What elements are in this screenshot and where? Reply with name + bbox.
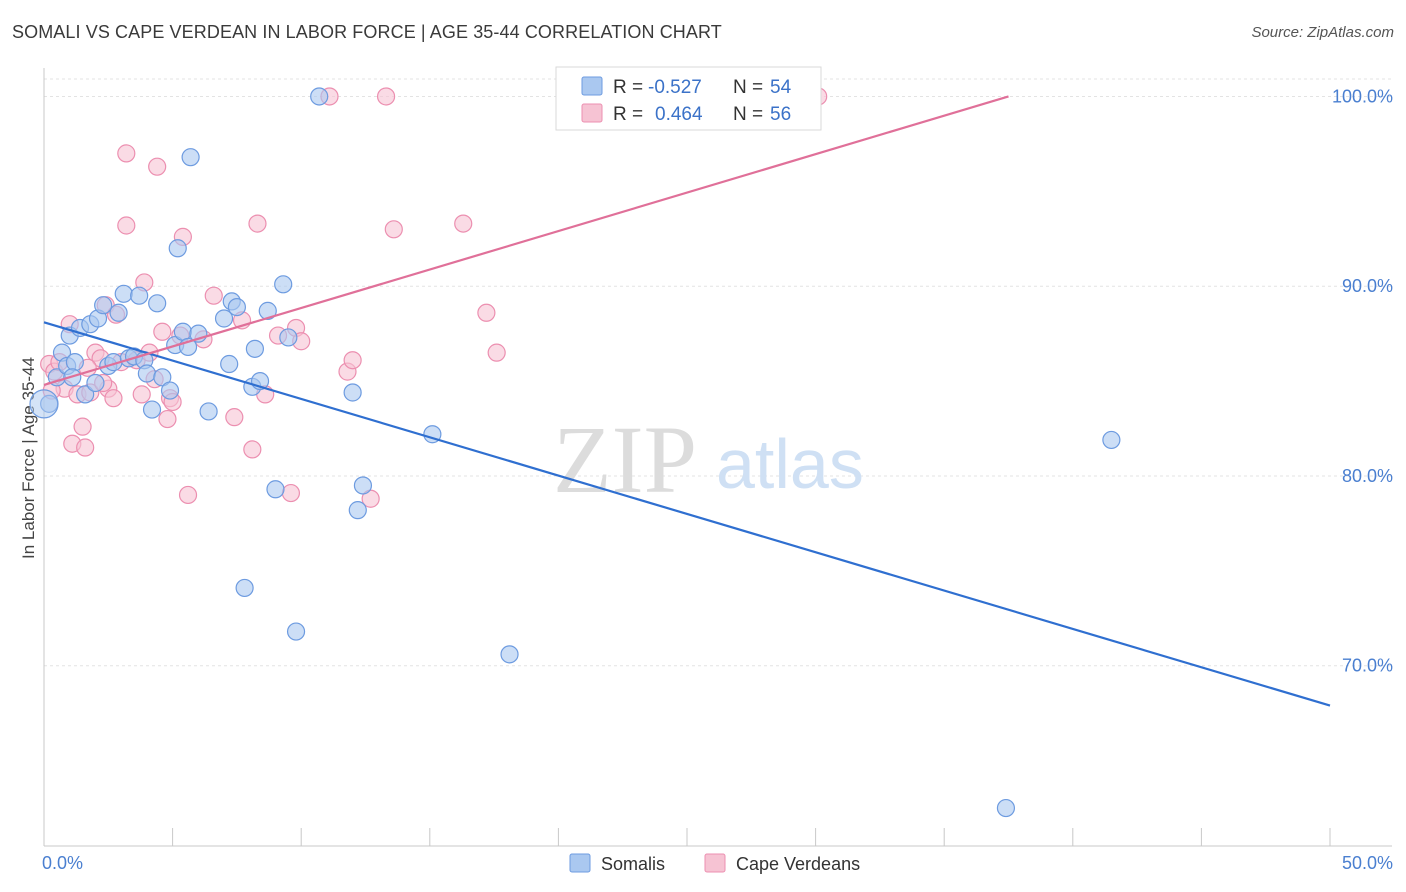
somalis-point [160, 381, 180, 400]
cape-verdeans-n-value: 56 [770, 104, 791, 125]
somalis-point [214, 309, 234, 328]
cape-verdeans-point [104, 389, 123, 408]
somalis-point [996, 798, 1016, 818]
y-tick-labels: 100.0% 90.0% 80.0% 70.0% [1332, 86, 1393, 675]
chart-title: SOMALI VS CAPE VERDEAN IN LABOR FORCE | … [12, 22, 722, 42]
somalis-point [199, 402, 218, 421]
cape-verdeans-point [178, 485, 198, 505]
cape-verdeans-point [73, 417, 92, 436]
somalis-point [274, 275, 293, 294]
cape-verdeans-point [281, 483, 301, 503]
y-tick-label: 90.0% [1342, 276, 1393, 296]
cape-verdeans-point [477, 303, 496, 322]
source-credit: Source: ZipAtlas.com [1251, 24, 1394, 41]
somalis-point [130, 286, 149, 305]
stats-legend: R = -0.527 N = 54 R = 0.464 N = 56 [555, 66, 822, 131]
y-tick-label: 100.0% [1332, 86, 1393, 106]
y-axis-label: In Labor Force | Age 35-44 [19, 357, 38, 559]
somalis-series-swatch [569, 853, 591, 873]
x-tick-label: 50.0% [1342, 853, 1393, 873]
cape-verdeans-point [225, 408, 244, 427]
axes [43, 68, 1392, 847]
somalis-point [348, 501, 367, 520]
x-axis-ticks [43, 828, 1331, 846]
cape-verdeans-point [153, 322, 172, 341]
cape-verdeans-point [243, 440, 262, 459]
cape-verdeans-r-label: R = [613, 104, 643, 125]
somalis-point [181, 148, 200, 167]
cape-verdeans-point [148, 157, 167, 176]
cape-verdeans-point [132, 385, 151, 404]
x-tick-labels: 0.0% 50.0% [42, 853, 1393, 873]
somalis-r-label: R = [613, 77, 643, 98]
somalis-point [220, 354, 239, 374]
grid-lines [44, 78, 1392, 667]
somalis-trend-line [43, 321, 1331, 707]
somalis-point [94, 296, 113, 315]
x-tick-label: 0.0% [42, 853, 83, 873]
somalis-point [65, 353, 84, 372]
series-legend: Somalis Cape Verdeans [569, 853, 860, 874]
cape-verdeans-point [76, 438, 95, 457]
cape-verdeans-point [117, 216, 136, 235]
somalis-point [266, 480, 285, 499]
somalis-point [114, 284, 133, 303]
somalis-point [168, 239, 187, 258]
trend-lines [43, 95, 1331, 707]
cape-verdeans-legend-swatch [581, 103, 603, 123]
cape-verdeans-point [117, 144, 136, 163]
somalis-point [137, 364, 156, 383]
somalis-point [279, 328, 298, 347]
somalis-point [500, 645, 519, 664]
cape-verdeans-r-value: 0.464 [655, 104, 703, 125]
y-tick-label: 70.0% [1342, 656, 1393, 676]
somalis-point [235, 578, 254, 598]
somalis-n-label: N = [733, 77, 763, 98]
watermark-zip: ZIP [553, 406, 697, 513]
cape-verdeans-point [204, 286, 223, 305]
somalis-point [29, 389, 59, 419]
somalis-series-label: Somalis [601, 854, 665, 874]
cape-verdeans-point [384, 220, 403, 239]
somalis-point [109, 303, 128, 322]
somalis-point [76, 385, 95, 404]
cape-verdeans-point [343, 351, 362, 370]
cape-verdeans-series-swatch [704, 853, 726, 873]
somalis-point [173, 322, 192, 341]
somalis-point [1102, 430, 1121, 450]
somalis-point [227, 297, 246, 317]
somalis-points [29, 87, 1121, 818]
cape-verdeans-point [487, 343, 506, 362]
somalis-point [258, 301, 277, 320]
cape-verdeans-n-label: N = [733, 104, 763, 125]
somalis-point [148, 294, 167, 313]
cape-verdeans-point [376, 87, 396, 106]
cape-verdeans-point [158, 409, 177, 429]
watermark-atlas: atlas [716, 425, 864, 503]
somalis-point [86, 373, 105, 393]
cape-verdeans-point [248, 214, 267, 233]
somalis-point [286, 622, 306, 641]
y-tick-label: 80.0% [1342, 466, 1393, 486]
somalis-point [310, 87, 329, 106]
somalis-point [343, 383, 362, 402]
cape-verdeans-trend-line [43, 95, 1009, 386]
watermark: ZIP atlas [553, 406, 864, 513]
cape-verdeans-point [454, 214, 473, 233]
somalis-point [245, 339, 265, 358]
somalis-point [142, 400, 162, 419]
somalis-point [353, 476, 373, 495]
somalis-n-value: 54 [770, 77, 792, 98]
somalis-legend-swatch [581, 76, 603, 96]
cape-verdeans-series-label: Cape Verdeans [736, 854, 860, 874]
somalis-r-value: -0.527 [648, 77, 702, 98]
